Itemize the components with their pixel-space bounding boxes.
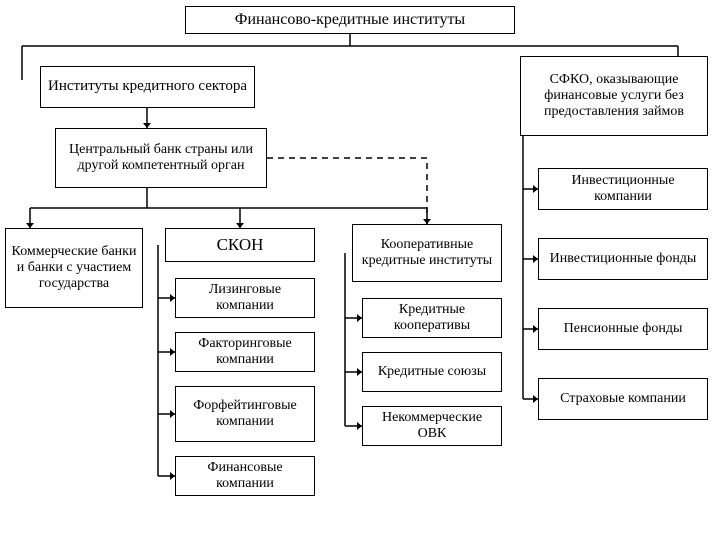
node-forf: Форфейтинговые компании bbox=[175, 386, 315, 442]
node-leas: Лизинговые компании bbox=[175, 278, 315, 318]
node-invc: Инвестиционные компании bbox=[538, 168, 708, 210]
diagram-canvas: Финансово-кредитные институты Институты к… bbox=[0, 0, 720, 540]
node-root: Финансово-кредитные институты bbox=[185, 6, 515, 34]
node-kk: Кредитные кооперативы bbox=[362, 298, 502, 338]
node-skon: СКОН bbox=[165, 228, 315, 262]
node-comm: Коммерческие банки и банки с участием го… bbox=[5, 228, 143, 308]
node-ovk: Некоммерческие ОВК bbox=[362, 406, 502, 446]
node-pens: Пенсионные фонды bbox=[538, 308, 708, 350]
node-fact: Факторинговые компании bbox=[175, 332, 315, 372]
node-ins: Страховые компании bbox=[538, 378, 708, 420]
node-ks: Кредитные союзы bbox=[362, 352, 502, 392]
node-sfko: СФКО, оказывающие финансовые услуги без … bbox=[520, 56, 708, 136]
node-cb: Центральный банк страны или другой компе… bbox=[55, 128, 267, 188]
node-coop: Кооперативные кредитные институты bbox=[352, 224, 502, 282]
node-invf: Инвестиционные фонды bbox=[538, 238, 708, 280]
node-fin: Финансовые компании bbox=[175, 456, 315, 496]
node-credit: Институты кредитного сектора bbox=[40, 66, 255, 108]
